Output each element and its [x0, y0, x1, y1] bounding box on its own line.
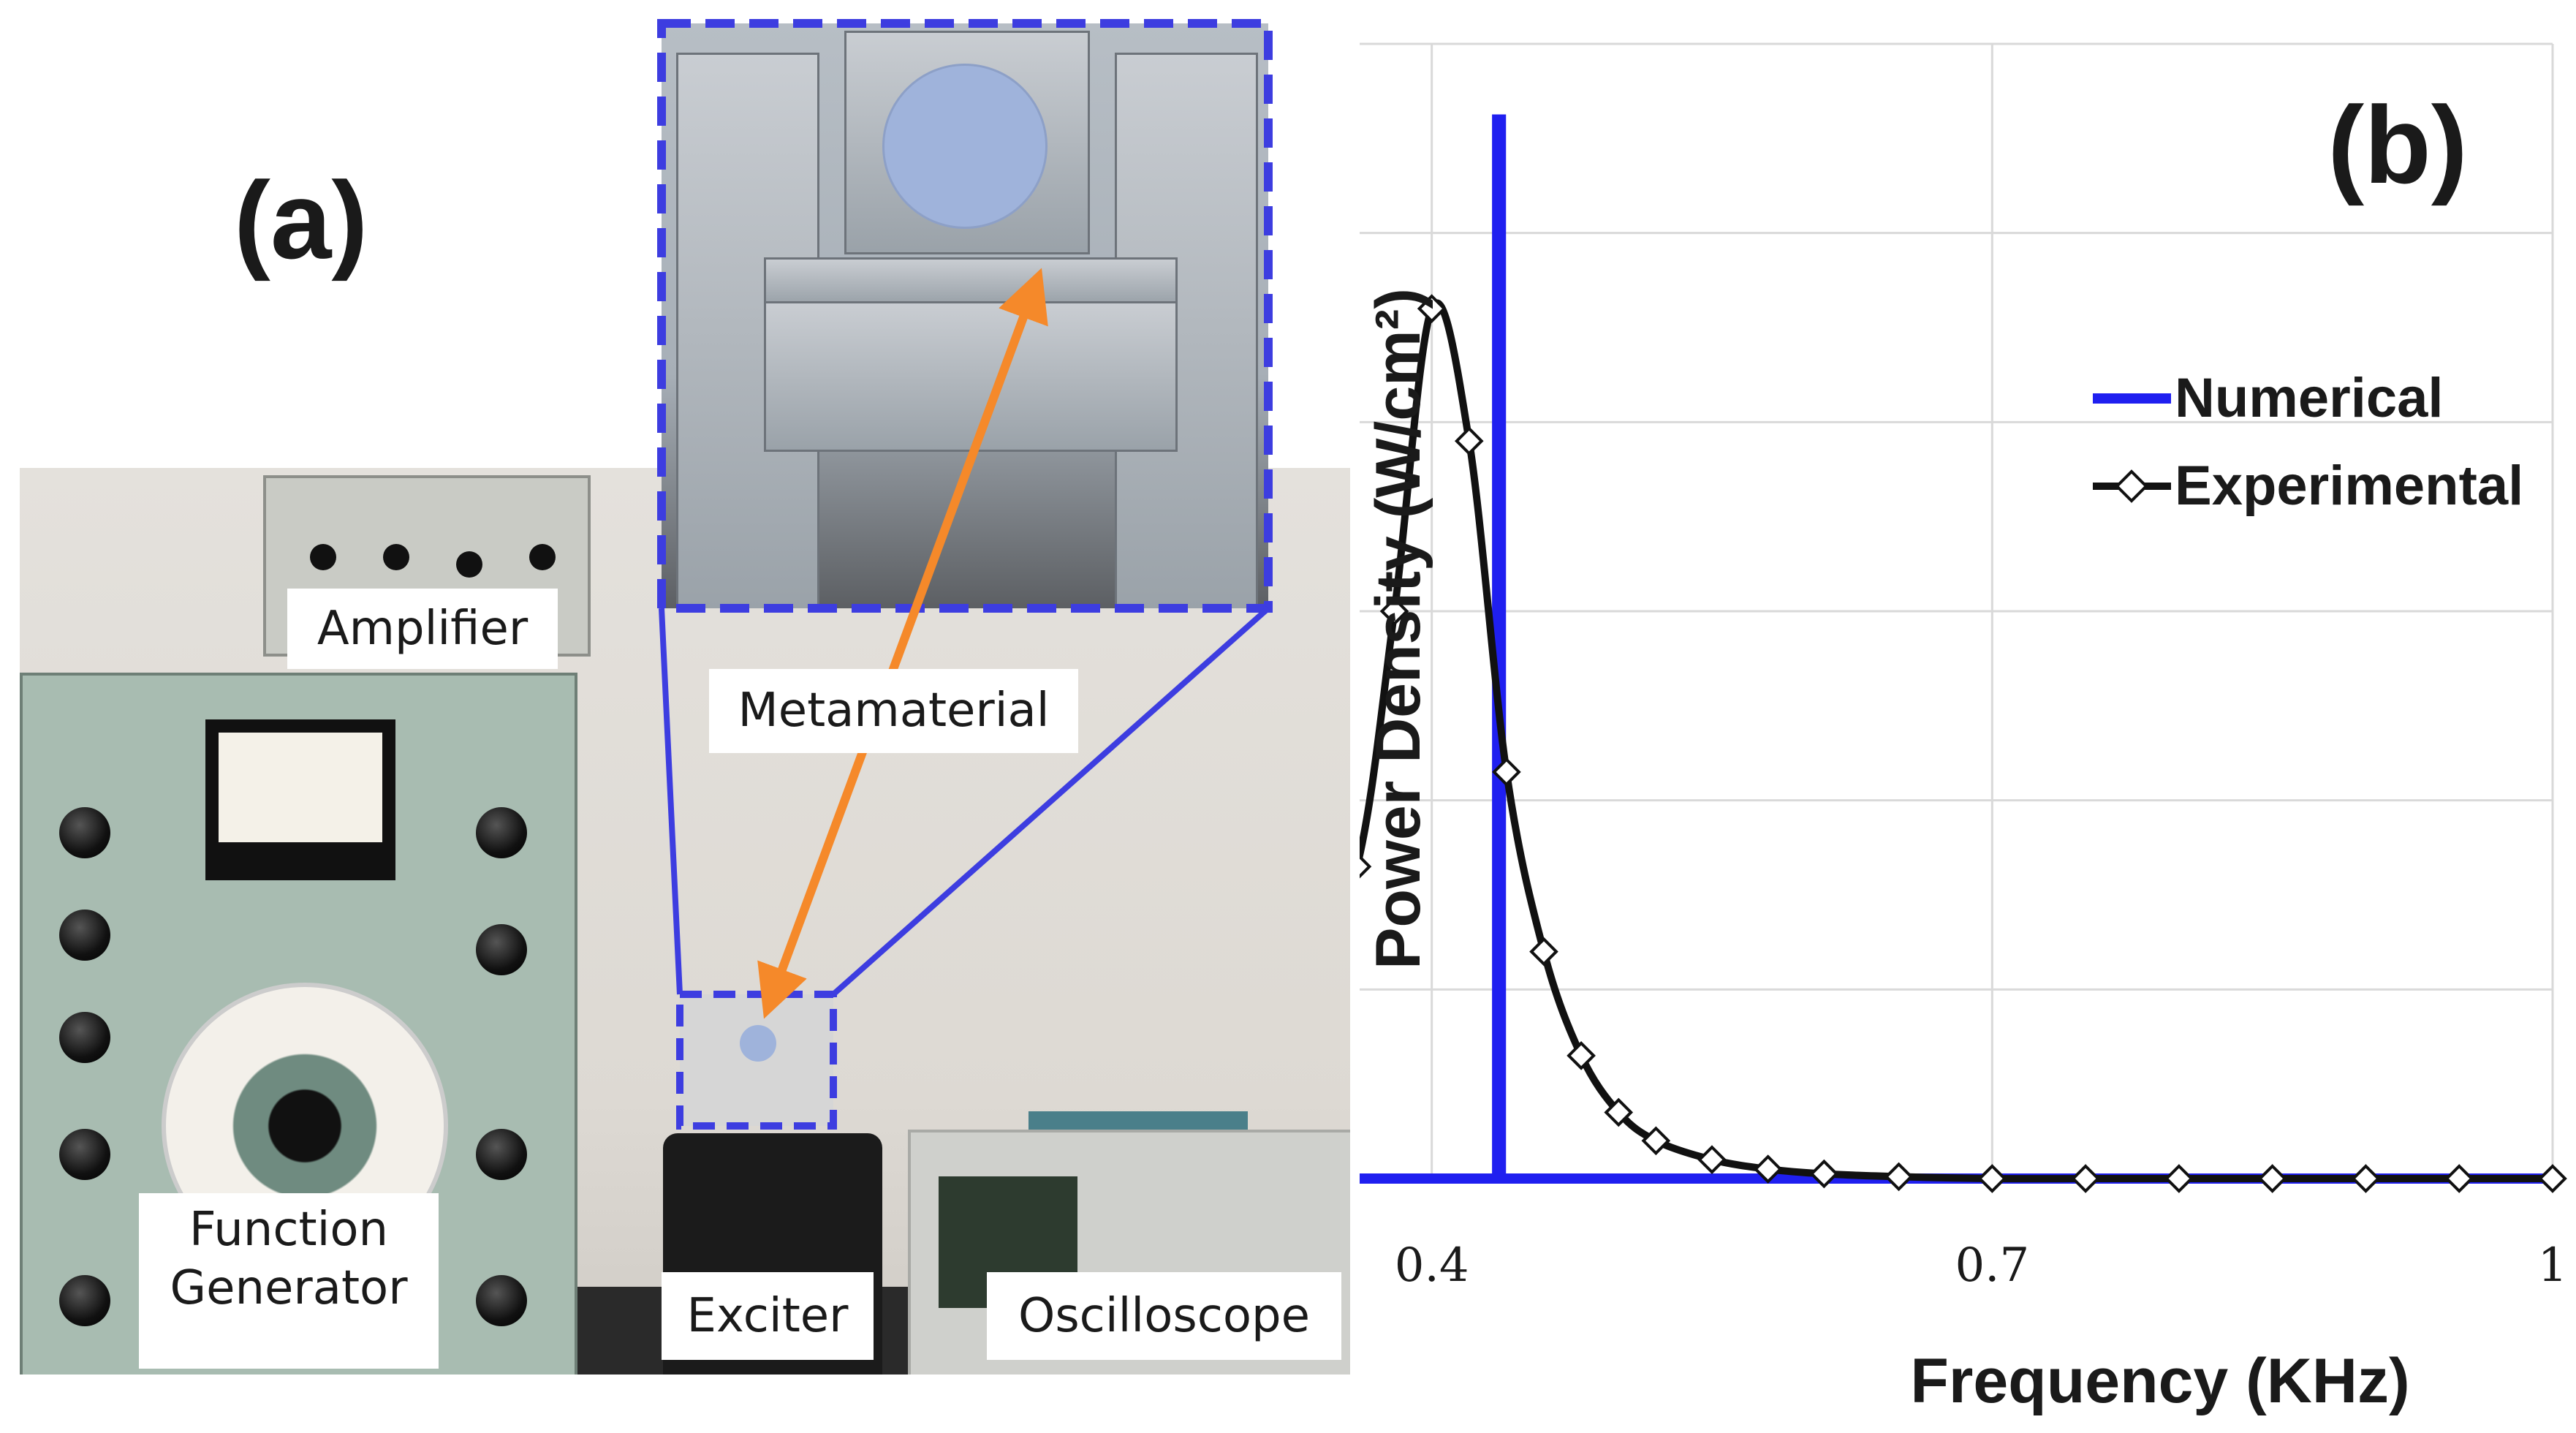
legend-label-experimental: Experimental	[2175, 455, 2523, 517]
panel-b-label: (b)	[2327, 83, 2468, 206]
y-axis-title: Power Density (W/cm²)	[1363, 288, 1433, 969]
function-generator-line1: Function	[189, 1203, 389, 1257]
function-generator-callout: Function Generator	[139, 1193, 439, 1369]
chart-grid	[1360, 42, 2554, 1180]
chart-tick-labels: 0.10.40.710.000.2 × 10−50.4 × 10−50.6 × …	[1395, 1239, 2568, 1293]
data-point-experimental	[1417, 294, 1447, 323]
small-frame-outline	[676, 991, 837, 1130]
panel-a-photo-figure: (a) Amplifier Metamaterial Function Gene…	[20, 19, 1350, 1375]
series-line-experimental	[1360, 299, 2553, 1183]
data-point-experimental	[1753, 1154, 1783, 1184]
oscilloscope-callout: Oscilloscope	[987, 1272, 1341, 1360]
panel-a-label: (a)	[234, 159, 368, 281]
data-point-experimental	[1360, 854, 1372, 879]
data-point-experimental	[2164, 1164, 2194, 1193]
metamaterial-arrow	[757, 268, 1048, 1019]
amplifier-callout: Amplifier	[287, 589, 558, 669]
power-density-chart: 0.10.40.710.000.2 × 10−50.4 × 10−50.6 × …	[1360, 42, 2568, 1416]
data-point-experimental	[2257, 1164, 2287, 1193]
data-point-experimental	[1604, 1097, 1634, 1127]
data-point-experimental	[1454, 426, 1484, 456]
data-point-experimental	[1529, 937, 1558, 967]
chart-series	[1360, 114, 2567, 1193]
analog-meter	[205, 719, 395, 880]
series-line-numerical	[1360, 114, 2553, 1184]
data-point-experimental	[1977, 1164, 2007, 1193]
exciter-callout: Exciter	[662, 1272, 874, 1360]
metamaterial-callout: Metamaterial	[709, 669, 1078, 753]
data-point-experimental	[2071, 1164, 2100, 1193]
data-point-experimental	[1567, 1041, 1596, 1070]
function-generator-line2: Generator	[170, 1261, 408, 1315]
x-axis-title: Frequency (KHz)	[1910, 1346, 2409, 1416]
sample-disc-small	[740, 1025, 776, 1062]
connector-line-left	[659, 608, 683, 995]
annotation-overlay	[657, 19, 1273, 1130]
chart-legend: Numerical Experimental	[2093, 367, 2523, 517]
data-point-experimental	[1884, 1162, 1914, 1192]
data-point-experimental	[1641, 1126, 1671, 1156]
legend-marker-experimental	[2115, 469, 2148, 503]
data-point-experimental	[1379, 597, 1409, 626]
x-tick-label: 0.7	[1955, 1239, 2029, 1293]
data-point-experimental	[2538, 1164, 2567, 1193]
data-point-experimental	[2351, 1164, 2381, 1193]
data-point-experimental	[1492, 757, 1521, 787]
data-point-experimental	[1809, 1159, 1839, 1189]
x-tick-label: 1	[2538, 1239, 2568, 1293]
data-point-experimental	[2444, 1164, 2474, 1193]
metamaterial-sample-disc	[882, 64, 1048, 229]
legend-label-numerical: Numerical	[2175, 367, 2444, 429]
data-point-experimental	[1697, 1145, 1727, 1174]
inset-frame	[657, 19, 1273, 613]
x-tick-label: 0.4	[1395, 1239, 1469, 1293]
